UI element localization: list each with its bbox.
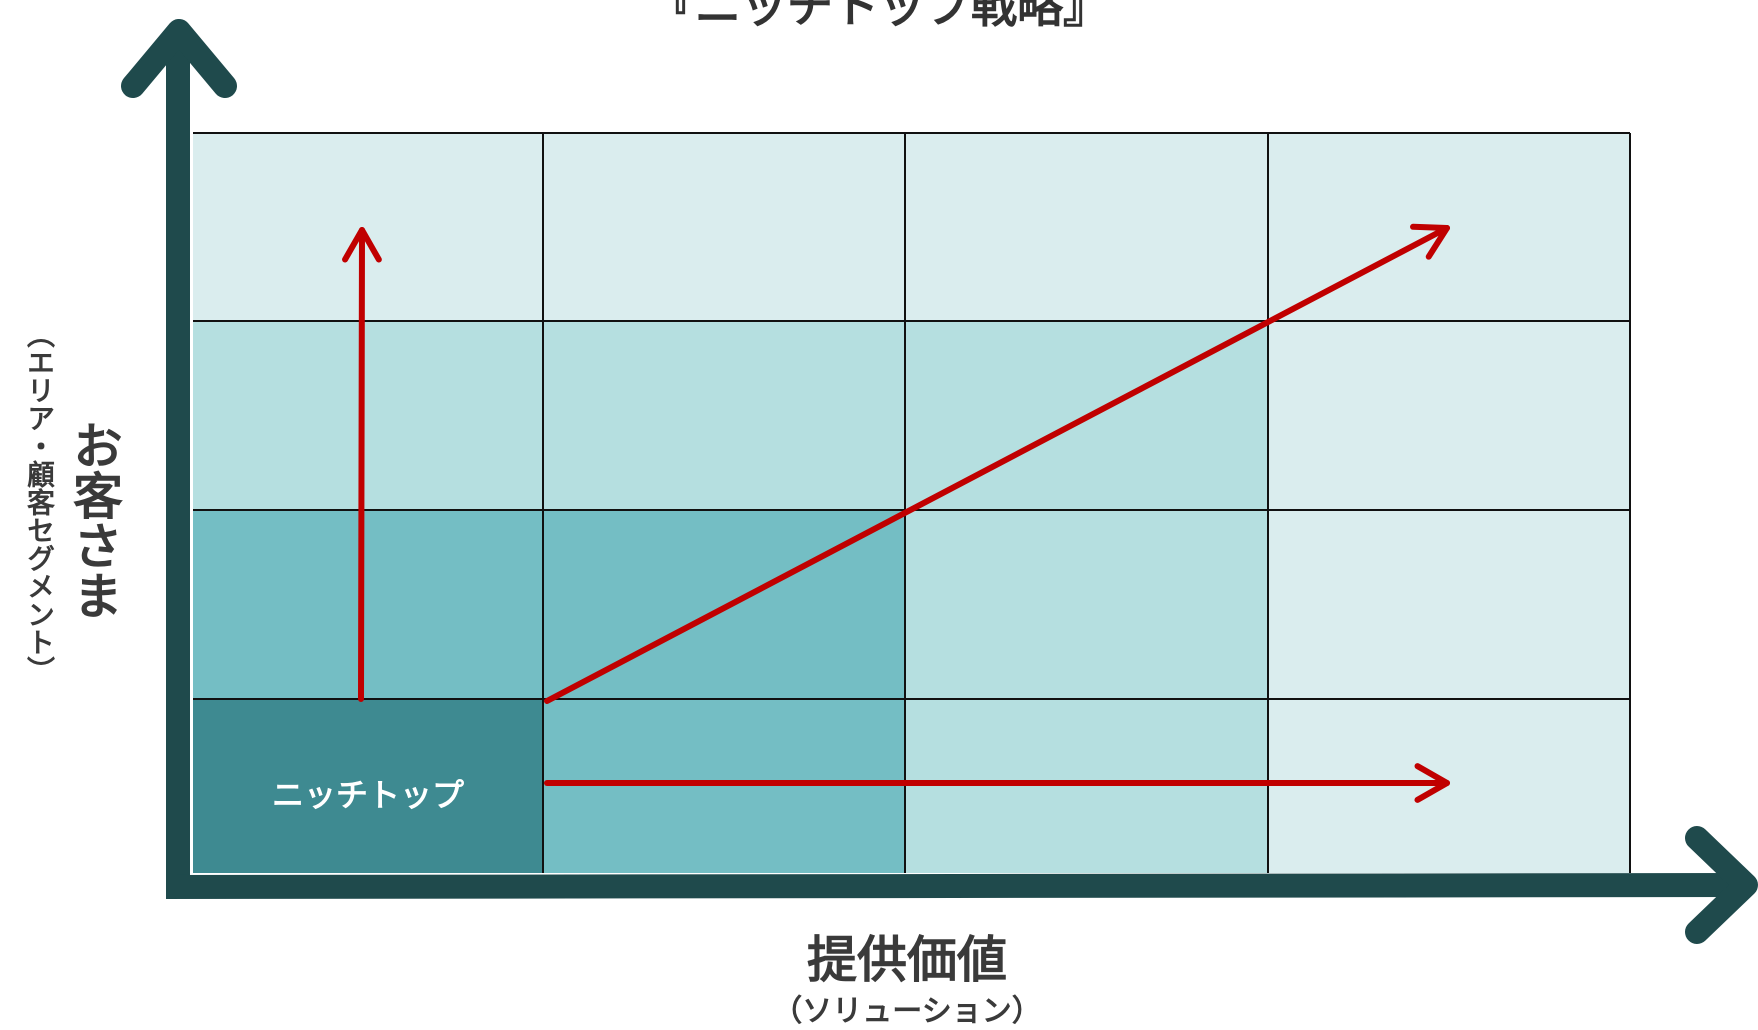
y-axis-arrowhead xyxy=(121,19,237,98)
grid-cell-r1-c1 xyxy=(543,321,905,510)
arrow-right-solutions-head xyxy=(1414,763,1450,803)
x-axis-arrowhead xyxy=(1685,826,1758,944)
grid-cell-r0-c1 xyxy=(543,133,905,321)
grid-cell-r3-c0 xyxy=(193,699,543,873)
grid-cell-r2-c0 xyxy=(193,510,543,699)
grid-cell-r1-c3 xyxy=(1268,321,1630,510)
grid-cells xyxy=(193,133,1630,873)
niche-top-cell-label: ニッチトップ xyxy=(271,776,464,814)
y-axis-sublabel: （エリア・顧客セグメント） xyxy=(23,320,56,684)
grid-cell-r0-c2 xyxy=(905,133,1268,321)
grid-cell-r0-c0 xyxy=(193,133,543,321)
grid-cell-r2-c2 xyxy=(905,510,1268,699)
x-axis-label: 提供価値 xyxy=(807,931,1007,989)
arrow-up-customers-head xyxy=(342,227,382,263)
grid-cell-r2-c3 xyxy=(1268,510,1630,699)
arrow-up-customers-shaft xyxy=(358,227,365,702)
grid-cell-r1-c0 xyxy=(193,321,543,510)
growth-arrows xyxy=(342,223,1450,803)
axes xyxy=(121,19,1758,944)
arrow-diagonal-expansion-head xyxy=(1410,223,1450,260)
diagram-title: 『ニッチトップ戦略』 xyxy=(649,0,1109,33)
x-axis-line xyxy=(165,873,1746,899)
arrow-diagonal-expansion-shaft xyxy=(544,225,1450,704)
y-axis-label: お客さま xyxy=(65,420,123,620)
x-axis-sublabel: （ソリューション） xyxy=(772,994,1042,1029)
